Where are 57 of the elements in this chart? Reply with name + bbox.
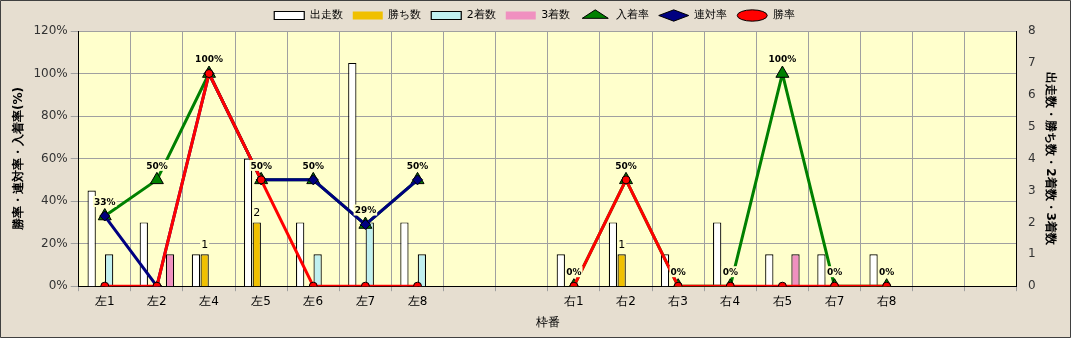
x-tick-label: 左5 [251, 293, 271, 308]
y-tick-label: 80% [41, 108, 68, 123]
data-label: 50% [146, 160, 168, 171]
x-tick-label: 右4 [720, 293, 741, 308]
x-tick-label: 左6 [303, 293, 324, 308]
data-label: 0% [722, 267, 738, 278]
y-tick-label: 0% [48, 278, 68, 293]
legend-label: 連対率 [694, 8, 728, 22]
x-tick-label: 左4 [199, 293, 219, 308]
data-label: 50% [302, 160, 325, 171]
y-tick-label: 120% [33, 23, 68, 38]
y-tick-label: 60% [41, 150, 68, 165]
y2-tick-label: 4 [1027, 150, 1036, 165]
x-tick-label: 右2 [616, 293, 636, 308]
data-label: 100% [768, 54, 797, 65]
data-label: 50% [250, 160, 272, 171]
legend-label: 勝ち数 [388, 8, 422, 22]
y2-axis-title: 出走数・勝ち数・2着数・3着数 [1043, 72, 1058, 246]
data-label: 0% [670, 267, 686, 278]
x-tick-label: 左8 [407, 293, 428, 308]
legend-label: 勝率 [772, 8, 795, 22]
x-tick-label: 右7 [824, 293, 845, 308]
data-label: 0% [566, 267, 582, 278]
legend-label: 2着数 [466, 8, 496, 22]
y-axis-title: 勝率・連対率・入着率(%) [11, 87, 26, 232]
y-tick-label: 40% [41, 193, 68, 208]
legend-label: 3着数 [541, 8, 571, 22]
x-tick-label: 左1 [94, 293, 115, 308]
data-label: 2 [253, 205, 261, 219]
y2-tick-label: 2 [1027, 214, 1036, 229]
x-axis-title: 枠番 [534, 314, 560, 329]
y2-tick-label: 1 [1027, 246, 1036, 261]
y2-tick-label: 0 [1027, 278, 1036, 293]
data-label: 50% [615, 160, 637, 171]
data-label: 29% [354, 205, 377, 216]
y2-tick-label: 6 [1027, 86, 1036, 101]
data-label: 0% [826, 267, 843, 278]
legend-label: 出走数 [309, 8, 343, 22]
x-tick-label: 右5 [772, 293, 793, 308]
x-tick-label: 左2 [147, 293, 167, 308]
x-tick-label: 右3 [668, 293, 688, 308]
data-label: 1 [201, 237, 209, 251]
data-label: 1 [618, 237, 626, 251]
x-tick-label: 右1 [564, 293, 584, 308]
data-label: 50% [406, 160, 429, 171]
data-label: 33% [94, 196, 116, 207]
y2-tick-label: 7 [1027, 55, 1036, 70]
y2-tick-label: 5 [1027, 118, 1036, 133]
legend-label: 入着率 [615, 8, 649, 22]
x-tick-label: 左7 [355, 293, 376, 308]
y2-tick-label: 3 [1027, 182, 1036, 197]
x-tick-label: 右8 [876, 293, 897, 308]
y-tick-label: 100% [33, 65, 68, 80]
y2-tick-label: 8 [1027, 23, 1036, 38]
data-label: 100% [195, 54, 223, 65]
y-tick-label: 20% [41, 235, 68, 250]
data-label: 0% [879, 267, 895, 278]
